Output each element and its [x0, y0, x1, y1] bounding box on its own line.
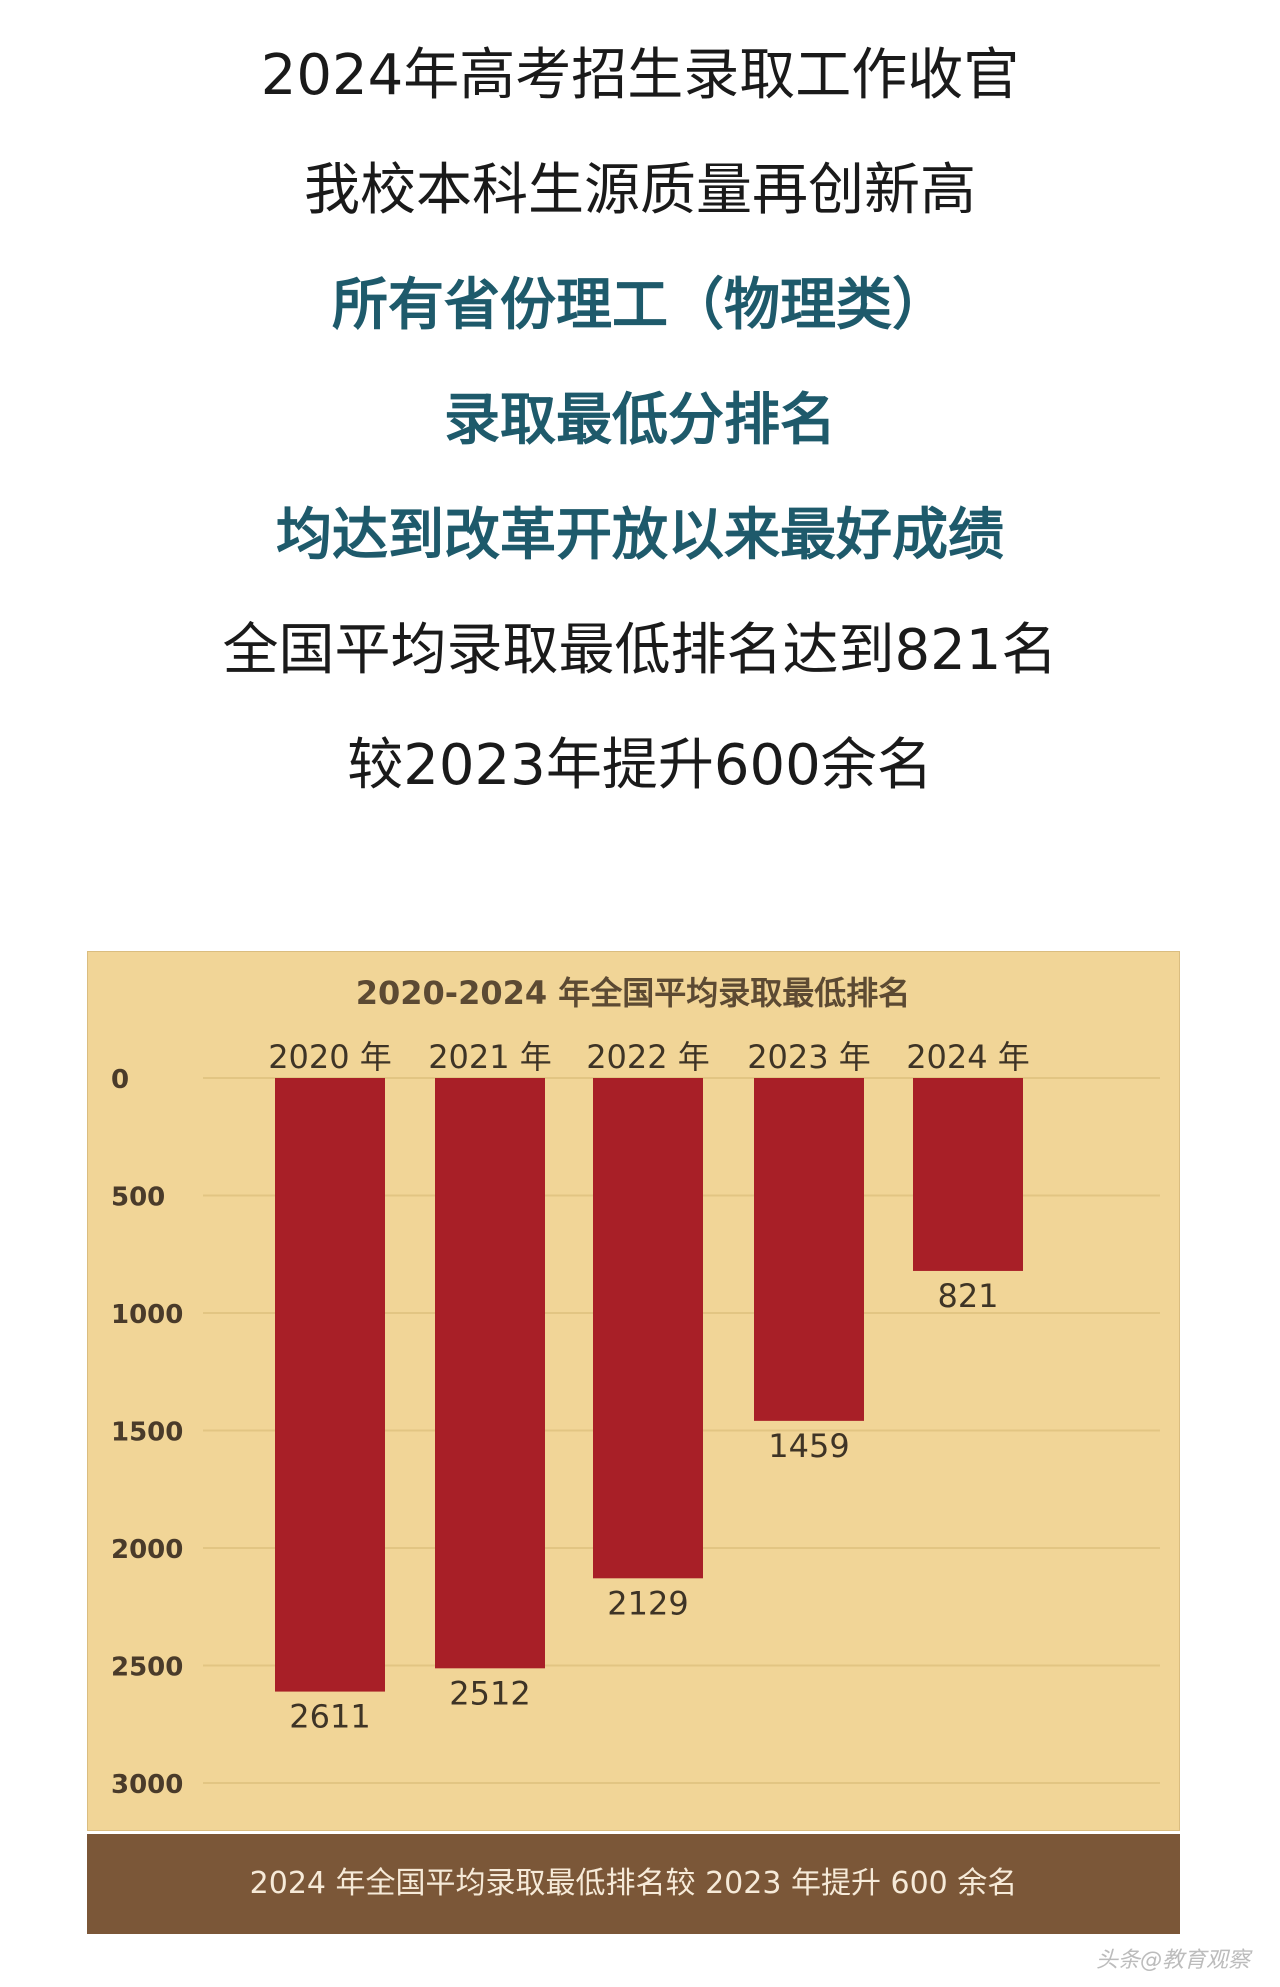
bar-2023: [754, 1078, 864, 1421]
headline-line-4: 录取最低分排名: [444, 388, 836, 453]
data-label-2021: 2512: [449, 1674, 530, 1712]
bar-2020: [275, 1078, 385, 1692]
headline-line-5: 均达到改革开放以来最好成绩: [276, 503, 1004, 568]
y-tick-label-2000: 2000: [111, 1535, 183, 1565]
headline-line-3: 所有省份理工（物理类）: [332, 273, 948, 338]
headline-line-6: 全国平均录取最低排名达到821名: [222, 618, 1058, 683]
x-category-label-2021: 2021 年: [428, 1038, 552, 1076]
y-tick-label-0: 0: [111, 1065, 129, 1095]
y-tick-label-1500: 1500: [111, 1418, 183, 1448]
y-tick-label-3000: 3000: [111, 1770, 183, 1800]
data-label-2020: 2611: [289, 1698, 370, 1736]
bar-2024: [913, 1078, 1023, 1271]
x-category-label-2022: 2022 年: [586, 1038, 710, 1076]
headline-line-1: 2024年高考招生录取工作收官: [260, 43, 1020, 108]
bar-2021: [435, 1078, 545, 1669]
footer-banner: 2024 年全国平均录取最低排名较 2023 年提升 600 余名: [87, 1834, 1180, 1934]
data-label-2024: 821: [937, 1277, 998, 1315]
bar-2022: [593, 1078, 703, 1579]
x-category-label-2024: 2024 年: [906, 1038, 1030, 1076]
chart-title: 2020-2024 年全国平均录取最低排名: [356, 974, 911, 1012]
data-label-2023: 1459: [768, 1427, 849, 1465]
x-category-label-2020: 2020 年: [268, 1038, 392, 1076]
data-label-2022: 2129: [607, 1584, 688, 1622]
x-category-label-2023: 2023 年: [747, 1038, 871, 1076]
y-tick-label-2500: 2500: [111, 1653, 183, 1683]
bar-chart: 2020-2024 年全国平均录取最低排名 0 500 1000 1500 2000 250…: [111, 974, 1160, 1800]
y-tick-label-1000: 1000: [111, 1300, 183, 1330]
watermark: 头条@教育观察: [1095, 1948, 1250, 1973]
chart-panel: 2020-2024 年全国平均录取最低排名 0 500 1000 1500 2000 250…: [87, 951, 1180, 1831]
headline-line-7: 较2023年提升600余名: [347, 733, 933, 798]
headline-line-2: 我校本科生源质量再创新高: [304, 158, 976, 223]
y-tick-label-500: 500: [111, 1183, 165, 1213]
